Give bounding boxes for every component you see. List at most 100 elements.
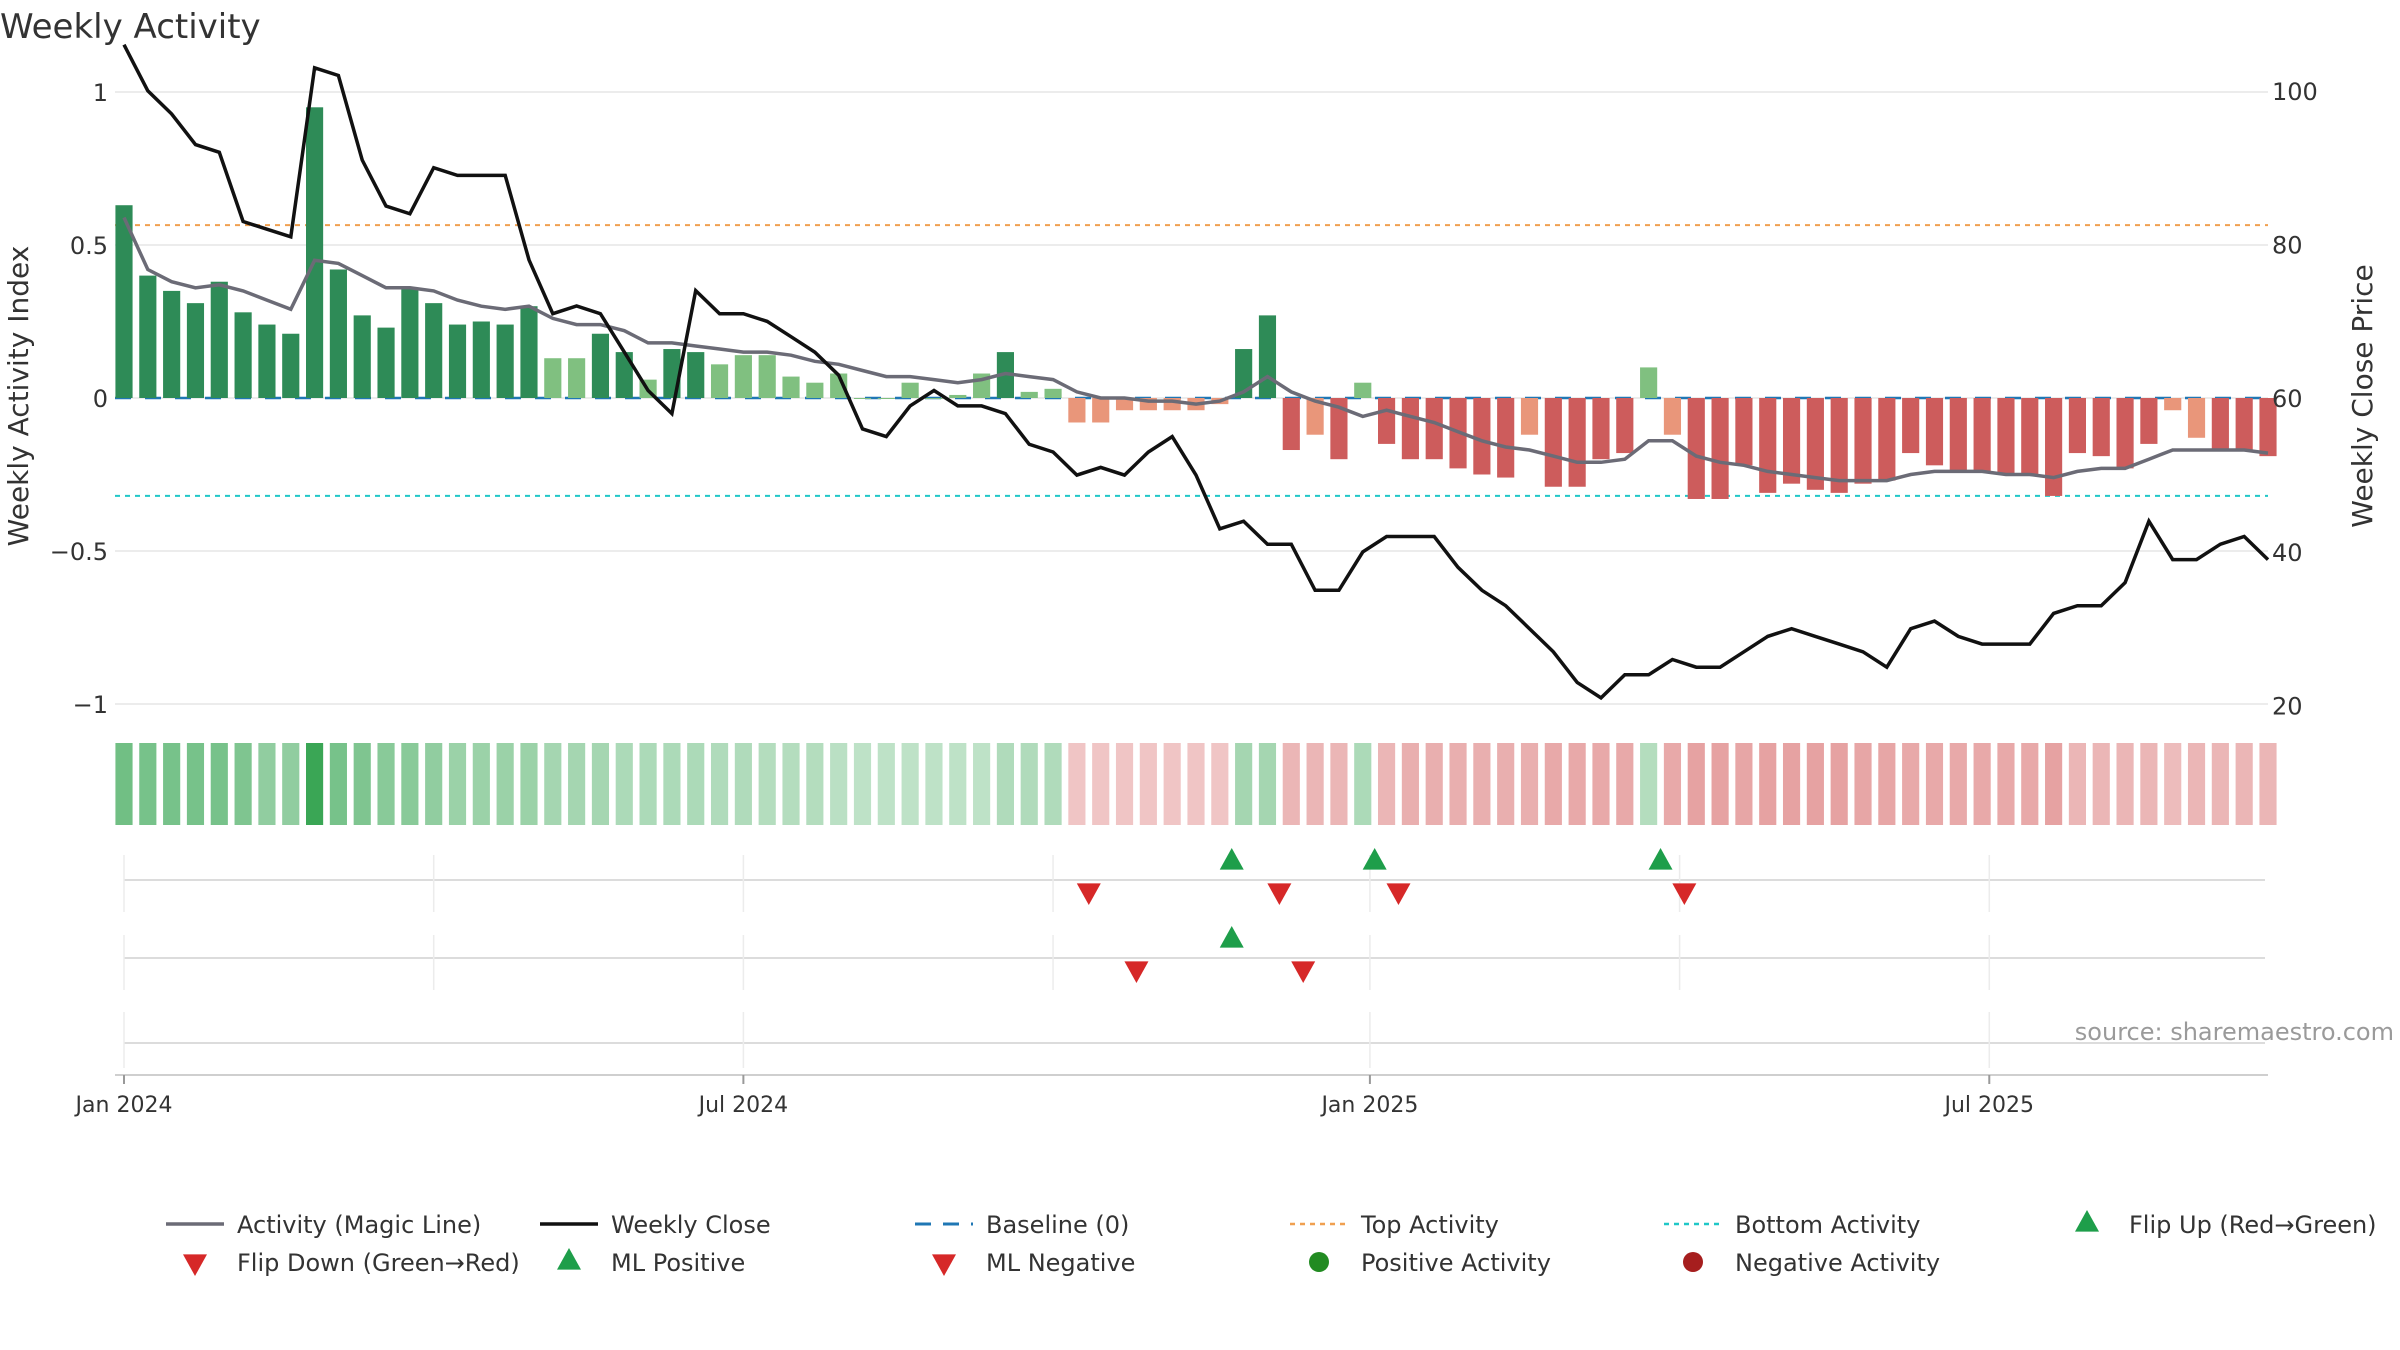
activity-bar (782, 376, 800, 398)
right-tick-label: 60 (2272, 385, 2303, 413)
heat-cell (472, 743, 490, 825)
heat-cell (806, 743, 824, 825)
ml-positive-marker (1219, 926, 1244, 948)
activity-bar (2045, 398, 2063, 496)
legend-label: ML Positive (611, 1249, 745, 1277)
heat-cell (2259, 743, 2277, 825)
activity-bar (1044, 388, 1062, 398)
activity-bar (758, 355, 776, 398)
left-tick-label: 1 (93, 79, 108, 107)
flip-up-marker (1362, 848, 1387, 870)
heat-cell (734, 743, 752, 825)
activity-bar (568, 358, 586, 398)
activity-bar (139, 275, 157, 398)
activity-bar (1425, 398, 1443, 460)
activity-bar (1258, 315, 1277, 398)
heat-cell (2116, 743, 2134, 825)
heat-cell (1211, 743, 1229, 825)
heat-cell (163, 743, 181, 825)
heat-cell (830, 743, 848, 825)
activity-bar (877, 398, 895, 399)
activity-bar (1759, 398, 1777, 493)
flip-down-marker (1267, 883, 1292, 905)
signal-panels (123, 848, 2265, 1068)
activity-bar (2164, 398, 2182, 411)
activity-bar (830, 373, 848, 398)
heat-cell (1854, 743, 1872, 825)
ml-negative-marker (1124, 961, 1149, 983)
activity-bar (1902, 398, 1920, 454)
activity-bar (1616, 398, 1634, 454)
activity-bar (734, 355, 752, 398)
activity-bar (2211, 398, 2229, 451)
heat-cell (901, 743, 919, 825)
heat-cell (1258, 743, 1277, 825)
activity-bar (591, 333, 610, 398)
activity-bar (1735, 398, 1753, 466)
activity-bar (1782, 398, 1801, 484)
heat-cell (2140, 743, 2158, 825)
source-credit: source: sharemaestro.com (2075, 1018, 2394, 1046)
heat-cell (639, 743, 657, 825)
x-tick-label: Jul 2024 (697, 1093, 789, 1118)
heat-cell (1616, 743, 1634, 825)
heat-cell (1782, 743, 1801, 825)
activity-bar (353, 315, 371, 398)
legend-swatch-up-triangle (557, 1248, 581, 1270)
heat-cell (1687, 743, 1705, 825)
legend-swatch-down-triangle (932, 1254, 956, 1276)
heat-cell (1330, 743, 1348, 825)
legend-label: Flip Down (Green→Red) (237, 1249, 520, 1277)
heat-cell (1735, 743, 1753, 825)
heat-cell (663, 743, 681, 825)
heat-cell (2092, 743, 2110, 825)
activity-bar (1235, 349, 1253, 398)
activity-bar (472, 321, 490, 398)
heat-cell (1282, 743, 1300, 825)
activity-bar (520, 306, 538, 398)
activity-bar (234, 312, 252, 398)
heat-cell (1878, 743, 1896, 825)
heat-cell (1902, 743, 1920, 825)
activity-bar (615, 352, 633, 398)
activity-bar (1806, 398, 1824, 490)
legend-swatch-positive-dot (1309, 1252, 1329, 1272)
heat-cell (353, 743, 371, 825)
heat-cell (1425, 743, 1443, 825)
activity-bar (115, 205, 133, 398)
heat-cell (258, 743, 276, 825)
heat-cell (1115, 743, 1134, 825)
right-tick-label: 20 (2272, 693, 2303, 721)
activity-bar (1068, 398, 1086, 423)
activity-bar (210, 281, 228, 398)
activity-bar (1973, 398, 1991, 472)
activity-bar (1092, 398, 1110, 423)
heat-cell (2211, 743, 2229, 825)
activity-bar (949, 394, 967, 398)
heat-cell (1497, 743, 1515, 825)
right-axis-ticks: 100 80 60 40 20 (2272, 78, 2318, 721)
heat-cell (1473, 743, 1491, 825)
activity-bar (425, 303, 443, 398)
heat-cell (1235, 743, 1253, 825)
heat-cell (2045, 743, 2063, 825)
heat-cell (1139, 743, 1157, 825)
heat-cell (210, 743, 228, 825)
legend-label: ML Negative (986, 1249, 1135, 1277)
heat-cell (2235, 743, 2253, 825)
activity-bar (496, 324, 514, 398)
heat-cell (877, 743, 895, 825)
heat-cell (1759, 743, 1777, 825)
heat-cell (568, 743, 586, 825)
activity-bar (2092, 398, 2110, 457)
heat-cell (1568, 743, 1586, 825)
heat-cell (448, 743, 467, 825)
heat-cell (1640, 743, 1658, 825)
heat-cell (1354, 743, 1372, 825)
ml-negative-marker (1291, 961, 1316, 983)
heat-cell (1044, 743, 1062, 825)
activity-bar (1354, 382, 1372, 398)
activity-bar (1115, 398, 1134, 411)
reference-lines (115, 224, 2268, 497)
